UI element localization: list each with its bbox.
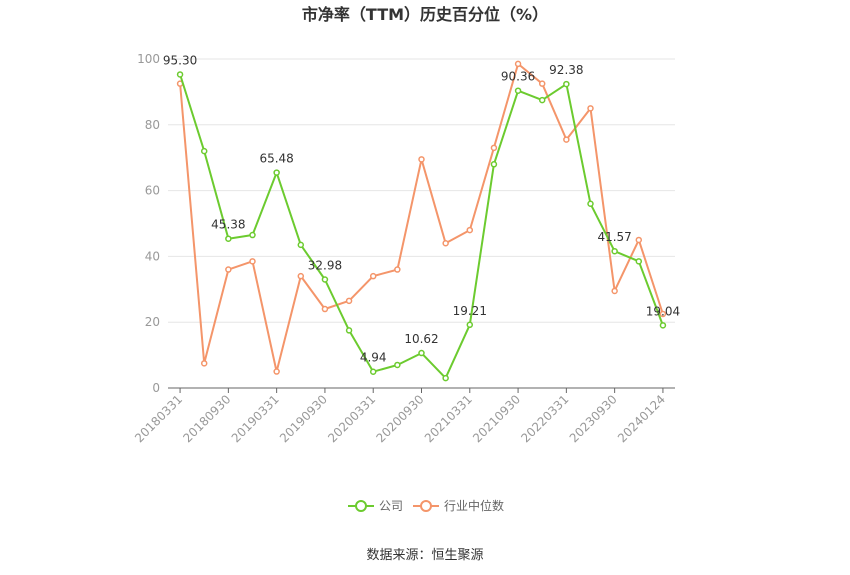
legend-item-1[interactable]: 行业中位数 [413, 498, 504, 513]
data-point[interactable] [176, 71, 184, 78]
data-point[interactable] [635, 258, 643, 265]
data-point[interactable] [345, 297, 353, 305]
data-point[interactable] [659, 322, 667, 329]
grid [168, 58, 675, 323]
data-label: 45.38 [211, 218, 245, 232]
x-tick-label: 20230930 [567, 392, 620, 445]
x-tick-label: 20180331 [132, 392, 185, 445]
x-tick-label: 20180930 [180, 392, 233, 445]
data-label: 90.36 [501, 70, 535, 84]
data-point[interactable] [369, 368, 377, 375]
source-note: 数据来源：恒生聚源 [366, 548, 483, 563]
data-labels: 95.30 45.38 65.48 32.98 4.94 10.62 19.21 90.36 9… [163, 53, 680, 364]
data-point[interactable] [394, 266, 401, 273]
data-point[interactable] [611, 247, 618, 255]
data-point[interactable] [635, 236, 643, 244]
data-label: 92.38 [549, 63, 583, 77]
data-point[interactable] [611, 287, 618, 295]
y-tick-label: 20 [145, 315, 160, 329]
data-point[interactable] [563, 80, 570, 88]
data-point[interactable] [514, 60, 522, 68]
x-tick-label: 20210930 [470, 392, 523, 445]
data-point[interactable] [297, 272, 305, 280]
x-tick-label: 20190331 [229, 392, 282, 445]
x-axis: 2018033120180930201903312019093020200331… [132, 387, 675, 445]
plot-series [176, 60, 667, 382]
data-point[interactable] [514, 87, 522, 94]
data-point[interactable] [321, 276, 329, 283]
data-point[interactable] [538, 96, 546, 104]
data-label: 32.98 [308, 258, 342, 272]
data-point[interactable] [321, 305, 329, 313]
chart-title: 市净率（TTM）历史百分位（%） [302, 5, 548, 24]
x-tick-label: 20210331 [422, 392, 475, 445]
x-tick-label: 20200930 [374, 392, 427, 445]
data-point[interactable] [394, 361, 401, 369]
data-point[interactable] [225, 266, 232, 273]
data-label: 10.62 [404, 332, 438, 346]
legend-item-0[interactable]: 公司 [348, 499, 403, 513]
y-axis: 0 20 40 60 80 100 [137, 52, 160, 395]
data-label: 19.21 [453, 304, 487, 318]
legend[interactable]: 公司 行业中位数 [348, 498, 504, 513]
data-point[interactable] [273, 368, 280, 375]
data-point[interactable] [442, 239, 449, 247]
x-tick-label: 20190930 [277, 392, 330, 445]
data-label: 41.57 [597, 230, 631, 244]
data-point[interactable] [249, 231, 256, 239]
data-point[interactable] [587, 105, 594, 112]
legend-label: 行业中位数 [444, 498, 504, 513]
data-point[interactable] [249, 258, 256, 265]
data-point[interactable] [659, 310, 667, 318]
y-tick-label: 100 [137, 52, 160, 66]
data-label: 4.94 [360, 351, 387, 365]
y-tick-label: 0 [152, 381, 160, 395]
data-point[interactable] [297, 241, 305, 249]
data-point[interactable] [490, 144, 498, 152]
data-point[interactable] [418, 156, 425, 163]
data-point[interactable] [200, 147, 208, 155]
x-tick-label: 20200331 [325, 392, 378, 445]
y-tick-label: 80 [145, 118, 160, 132]
data-point[interactable] [200, 360, 208, 367]
data-point[interactable] [538, 80, 546, 87]
data-label: 65.48 [259, 152, 293, 166]
data-point[interactable] [225, 235, 232, 242]
data-point[interactable] [490, 161, 498, 168]
x-tick-label: 20220331 [518, 392, 571, 445]
data-label: 95.30 [163, 53, 197, 67]
legend-swatch-marker [420, 500, 432, 512]
data-point[interactable] [563, 136, 570, 143]
data-point[interactable] [587, 200, 594, 208]
legend-label: 公司 [379, 499, 403, 513]
data-point[interactable] [466, 226, 474, 234]
data-point[interactable] [345, 327, 353, 334]
data-label: 19.04 [646, 304, 680, 318]
x-tick-label: 20240124 [615, 392, 668, 445]
data-point[interactable] [466, 321, 474, 329]
data-point[interactable] [273, 169, 280, 176]
data-point[interactable] [418, 349, 425, 357]
legend-swatch-marker [355, 500, 367, 512]
data-point[interactable] [369, 272, 377, 280]
y-tick-label: 60 [145, 184, 160, 198]
data-point[interactable] [442, 374, 449, 382]
y-tick-label: 40 [145, 249, 160, 263]
